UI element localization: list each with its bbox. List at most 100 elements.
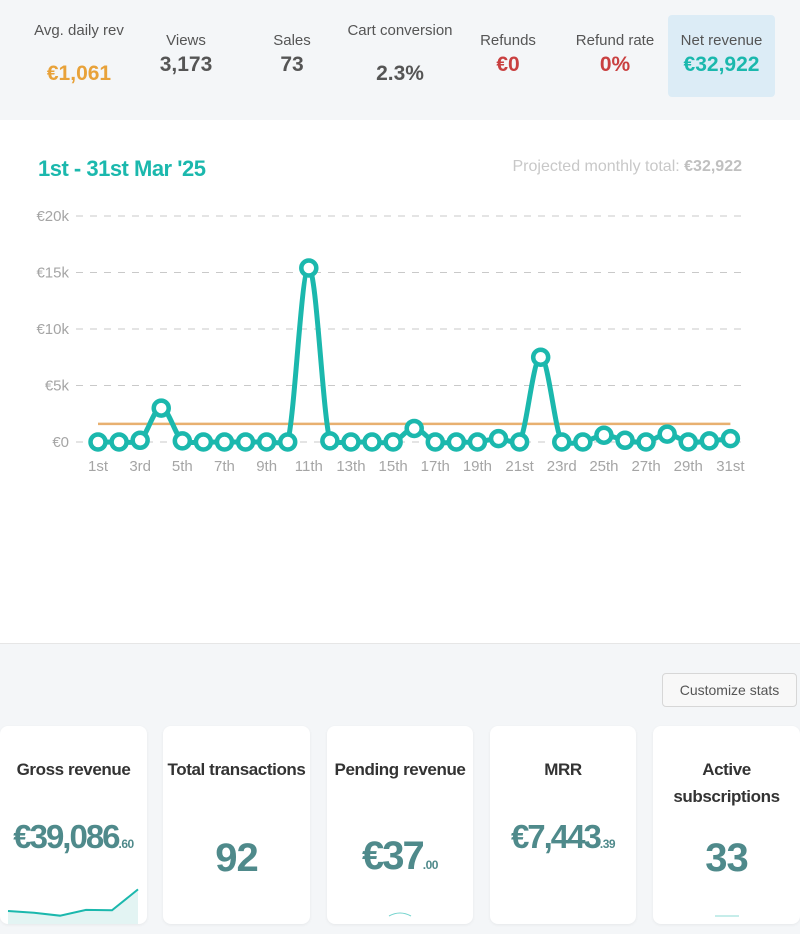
data-point	[573, 432, 593, 452]
data-point	[320, 431, 340, 451]
x-tick-label: 27th	[631, 458, 660, 475]
kpi-refunds[interactable]: Refunds €0	[462, 0, 554, 112]
x-tick-label: 23rd	[547, 458, 577, 475]
stat-value: €37.00	[327, 834, 473, 879]
data-point	[446, 432, 467, 452]
stat-mrr[interactable]: MRR €7,443.39	[490, 726, 636, 924]
active-subscriptions-sparkline	[715, 915, 739, 917]
x-tick-label: 1st	[88, 458, 109, 475]
x-tick-label: 17th	[421, 458, 450, 475]
data-point	[552, 432, 572, 452]
kpi-value: 0%	[599, 53, 631, 76]
data-point	[636, 432, 656, 452]
kpi-label: Refund rate	[575, 32, 655, 49]
stat-value-main: €39,086	[13, 818, 120, 855]
stat-active-subscriptions[interactable]: Active subscriptions 33	[653, 726, 800, 924]
projected-total: Projected monthly total: €32,922	[513, 158, 743, 176]
data-point	[362, 432, 382, 452]
y-tick-label: €10k	[36, 321, 69, 338]
data-point	[488, 428, 509, 449]
stat-value-main: €37	[362, 834, 425, 878]
x-tick-label: 5th	[172, 458, 193, 475]
data-point	[657, 424, 677, 444]
stat-total-transactions[interactable]: Total transactions 92	[163, 726, 310, 924]
kpi-label: Views	[166, 32, 206, 49]
stat-value: 92	[215, 836, 259, 880]
data-point	[277, 432, 298, 452]
kpi-net-revenue[interactable]: Net revenue €32,922	[668, 15, 775, 97]
stat-label: Total transactions	[167, 760, 306, 779]
kpi-label: Net revenue	[680, 32, 763, 49]
pending-revenue-sparkline	[388, 912, 412, 917]
data-point	[88, 432, 108, 452]
revenue-chart-card: 1st - 31st Mar '25 Projected monthly tot…	[0, 120, 800, 644]
kpi-label: Sales	[273, 32, 311, 49]
kpi-value: 2.3%	[376, 62, 424, 85]
x-tick-label: 13th	[336, 458, 365, 475]
data-point	[720, 428, 741, 449]
stat-label: Active subscriptions	[673, 760, 780, 806]
data-point	[214, 432, 235, 452]
x-tick-label: 25th	[589, 458, 618, 475]
kpi-value: €1,061	[46, 62, 112, 85]
kpi-label: Refunds	[480, 32, 536, 49]
stat-value: €7,443.39	[490, 818, 636, 856]
revenue-line-chart[interactable]: €0 €5k €10k €15k €20k 1st 3rd 5th 7th 9th 11th 13th…	[0, 120, 800, 644]
data-point	[109, 432, 129, 452]
data-point	[299, 258, 319, 278]
kpi-sales[interactable]: Sales 73	[246, 0, 338, 112]
gross-revenue-sparkline	[7, 888, 139, 924]
kpi-views[interactable]: Views 3,173	[140, 0, 232, 112]
data-point	[509, 432, 530, 452]
data-point	[151, 398, 171, 418]
data-point	[341, 432, 361, 452]
sparkline-area	[8, 889, 138, 924]
data-point	[404, 418, 424, 439]
kpi-avg-daily-rev[interactable]: Avg. daily rev €1,061	[20, 0, 138, 112]
stat-value-main: €7,443	[510, 818, 602, 855]
x-tick-label: 11th	[295, 458, 323, 475]
x-tick-label: 15th	[379, 458, 408, 475]
kpi-value: 3,173	[159, 53, 213, 76]
kpi-value: €32,922	[683, 53, 760, 76]
data-point	[193, 432, 214, 452]
stat-value: 33	[705, 836, 749, 880]
x-tick-label: 29th	[674, 458, 703, 475]
y-tick-label: €5k	[45, 378, 70, 395]
stat-value: €39,086.60	[0, 818, 147, 856]
data-point	[615, 430, 635, 451]
stat-label: MRR	[544, 760, 582, 779]
x-tick-label: 9th	[256, 458, 277, 475]
stat-gross-revenue[interactable]: Gross revenue €39,086.60	[0, 726, 147, 924]
stat-label: Pending revenue	[334, 760, 466, 779]
kpi-label: Avg. daily rev	[34, 22, 124, 39]
stat-value-cents: .39	[599, 837, 616, 851]
stat-label: Gross revenue	[16, 760, 131, 779]
kpi-refund-rate[interactable]: Refund rate 0%	[562, 0, 668, 112]
x-tick-label: 19th	[463, 458, 492, 475]
chart-period-title: 1st - 31st Mar '25	[38, 156, 206, 181]
stat-value-cents: .60	[118, 837, 135, 851]
x-tick-label: 21st	[505, 458, 534, 475]
data-point	[130, 430, 150, 451]
data-point	[425, 432, 446, 452]
data-point	[467, 432, 488, 452]
customize-stats-button[interactable]: Customize stats	[662, 673, 797, 707]
data-point	[530, 347, 551, 367]
y-tick-label: €20k	[36, 208, 69, 225]
data-point	[594, 425, 614, 445]
y-tick-label: €0	[52, 434, 69, 451]
data-point	[699, 431, 720, 451]
kpi-value: 73	[280, 53, 304, 76]
kpi-cart-conversion[interactable]: Cart conversion 2.3%	[345, 0, 455, 112]
y-tick-label: €15k	[36, 265, 69, 282]
stat-pending-revenue[interactable]: Pending revenue €37.00	[327, 726, 473, 924]
data-point	[172, 431, 193, 451]
data-point	[235, 432, 256, 452]
x-tick-label: 7th	[214, 458, 235, 475]
sparkline-line	[7, 888, 139, 917]
projected-label: Projected monthly total:	[512, 158, 680, 175]
projected-value: €32,922	[684, 158, 742, 175]
data-point	[256, 432, 277, 452]
data-point	[678, 432, 698, 452]
